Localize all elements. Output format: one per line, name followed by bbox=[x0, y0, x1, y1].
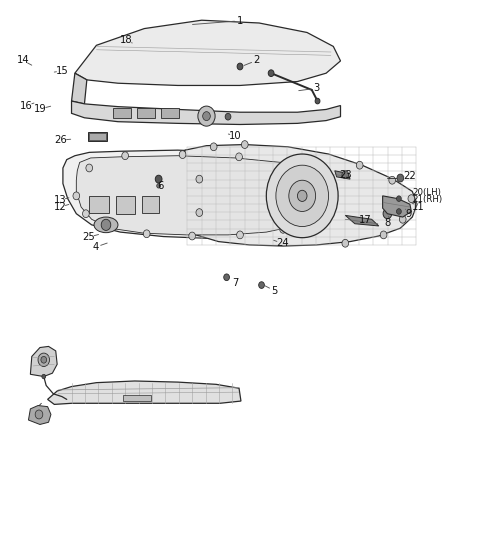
Polygon shape bbox=[181, 145, 417, 246]
Polygon shape bbox=[30, 347, 57, 377]
Circle shape bbox=[383, 209, 392, 219]
Circle shape bbox=[396, 209, 401, 214]
Circle shape bbox=[389, 176, 396, 184]
Circle shape bbox=[101, 219, 111, 230]
Polygon shape bbox=[48, 381, 241, 404]
Circle shape bbox=[196, 175, 203, 183]
Circle shape bbox=[189, 232, 195, 240]
Text: 26: 26 bbox=[55, 135, 67, 145]
Circle shape bbox=[83, 210, 89, 217]
Circle shape bbox=[380, 231, 387, 239]
Circle shape bbox=[285, 159, 291, 167]
Circle shape bbox=[259, 282, 264, 288]
Circle shape bbox=[156, 175, 162, 183]
Ellipse shape bbox=[94, 217, 118, 233]
Polygon shape bbox=[72, 101, 340, 125]
Bar bbox=[89, 196, 109, 212]
Circle shape bbox=[157, 183, 160, 188]
Bar bbox=[142, 196, 159, 212]
Text: 11: 11 bbox=[412, 202, 424, 212]
Circle shape bbox=[179, 151, 186, 159]
Text: 15: 15 bbox=[56, 66, 68, 76]
Bar bbox=[116, 196, 135, 214]
Text: 7: 7 bbox=[232, 278, 239, 288]
Polygon shape bbox=[63, 150, 335, 238]
Circle shape bbox=[400, 203, 405, 209]
Bar bbox=[89, 134, 106, 140]
Bar bbox=[123, 395, 152, 401]
Circle shape bbox=[237, 231, 243, 239]
Bar bbox=[113, 108, 132, 118]
Text: 8: 8 bbox=[384, 217, 391, 228]
Circle shape bbox=[225, 113, 231, 120]
Circle shape bbox=[241, 141, 248, 149]
Circle shape bbox=[144, 230, 150, 238]
Text: 1: 1 bbox=[237, 16, 243, 26]
Polygon shape bbox=[345, 215, 379, 226]
Text: 10: 10 bbox=[229, 131, 241, 141]
Polygon shape bbox=[28, 405, 51, 424]
Polygon shape bbox=[76, 156, 325, 235]
Circle shape bbox=[210, 143, 217, 151]
Circle shape bbox=[268, 70, 274, 77]
Text: 18: 18 bbox=[120, 35, 133, 45]
Circle shape bbox=[397, 174, 404, 182]
Text: 3: 3 bbox=[313, 83, 320, 93]
Text: 2: 2 bbox=[253, 55, 260, 65]
Text: 6: 6 bbox=[157, 181, 163, 191]
Circle shape bbox=[315, 98, 320, 104]
Circle shape bbox=[318, 187, 324, 195]
Text: 19: 19 bbox=[34, 104, 47, 114]
Text: 25: 25 bbox=[83, 232, 95, 242]
Circle shape bbox=[224, 274, 229, 281]
Circle shape bbox=[312, 168, 319, 176]
Circle shape bbox=[73, 192, 80, 200]
Circle shape bbox=[298, 190, 307, 201]
Polygon shape bbox=[72, 73, 87, 104]
Circle shape bbox=[276, 165, 328, 226]
Bar bbox=[137, 108, 156, 118]
Circle shape bbox=[122, 152, 129, 160]
Circle shape bbox=[203, 112, 210, 121]
Circle shape bbox=[309, 210, 315, 217]
Circle shape bbox=[342, 170, 348, 178]
Circle shape bbox=[289, 180, 316, 211]
Text: 24: 24 bbox=[276, 238, 288, 248]
Circle shape bbox=[107, 222, 113, 230]
Circle shape bbox=[236, 153, 242, 161]
Circle shape bbox=[198, 106, 215, 126]
Text: 23: 23 bbox=[339, 170, 352, 179]
Text: 17: 17 bbox=[359, 215, 372, 225]
Bar bbox=[161, 108, 179, 118]
Polygon shape bbox=[75, 20, 340, 86]
Circle shape bbox=[266, 154, 338, 238]
Circle shape bbox=[86, 164, 93, 172]
Circle shape bbox=[342, 239, 348, 247]
Text: 20(LH): 20(LH) bbox=[412, 188, 441, 197]
Circle shape bbox=[42, 375, 46, 379]
Circle shape bbox=[237, 63, 243, 70]
Circle shape bbox=[41, 357, 47, 363]
Circle shape bbox=[396, 196, 401, 201]
Bar bbox=[88, 132, 107, 141]
Text: 9: 9 bbox=[406, 209, 412, 219]
Text: 5: 5 bbox=[271, 286, 277, 296]
Circle shape bbox=[399, 215, 406, 223]
Circle shape bbox=[408, 195, 415, 202]
Text: 22: 22 bbox=[403, 172, 416, 181]
Circle shape bbox=[35, 410, 43, 419]
Circle shape bbox=[280, 225, 287, 233]
Polygon shape bbox=[383, 196, 411, 217]
Circle shape bbox=[356, 162, 363, 169]
Text: 4: 4 bbox=[92, 242, 98, 252]
Polygon shape bbox=[335, 170, 350, 179]
Circle shape bbox=[196, 209, 203, 216]
Text: 16: 16 bbox=[20, 101, 33, 111]
Text: 13: 13 bbox=[54, 195, 66, 205]
Circle shape bbox=[38, 353, 49, 367]
Text: 14: 14 bbox=[16, 55, 29, 65]
Text: 12: 12 bbox=[54, 202, 66, 212]
Text: 21(RH): 21(RH) bbox=[412, 195, 443, 203]
